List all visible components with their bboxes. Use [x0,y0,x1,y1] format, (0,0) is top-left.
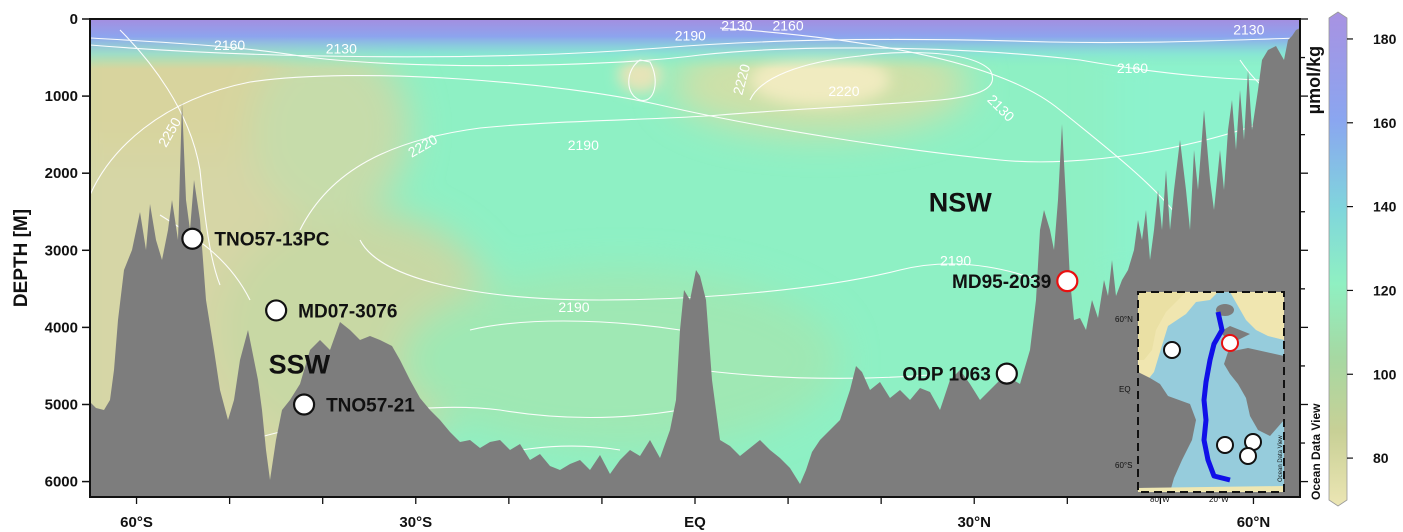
odv-credit: Ocean Data View [1309,403,1323,500]
y-tick-label: 4000 [45,319,78,336]
core-marker [292,393,316,416]
section-field [90,19,1300,497]
colorbar-tick-label: 80 [1373,450,1389,466]
contour-label: 2190 [675,28,706,44]
inset-lat-label: 60°S [1115,461,1132,470]
core-marker [995,362,1018,385]
y-tick-label: 2000 [45,165,78,182]
x-axis: 60°S 30°S EQ 30°N 60°N [120,497,1270,531]
y-tick-label: 0 [70,11,78,28]
x-tick-label: 30°N [957,514,991,531]
core-label: ODP 1063 [902,365,990,386]
y-tick-label: 6000 [45,474,78,491]
contour-label: 2130 [1233,21,1264,37]
core-marker [265,299,288,322]
core-marker [1056,270,1079,293]
y-tick-label: 1000 [45,88,78,105]
contour-label: 2190 [940,253,971,269]
inset-core-marker [1216,436,1234,454]
inset-lon-label: 20°W [1209,495,1229,504]
colorbar-unit: µmol/kg [1304,46,1324,114]
colorbar-tick-label: 140 [1373,199,1397,215]
inset-section-track [1201,311,1231,483]
colorbar: 80 100 120 140 160 180 µmol/kg Ocean Data Vie… [1304,11,1397,507]
contour-label: 2160 [772,18,803,34]
inset-map: 60°N EQ 60°S 80°W 20°W Ocean Data View [1115,291,1285,504]
inset-core-marker [1239,447,1257,465]
core-marker [181,227,204,250]
y-axis: 0 1000 2000 3000 4000 5000 6000 [45,11,90,491]
seafloor-bathymetry [90,28,1300,497]
core-label: MD07-3076 [298,301,397,322]
contour-label: 2160 [214,37,245,53]
y-tick-label: 3000 [45,242,78,259]
core-markers: TNO57-13PC MD07-3076 TNO57-21 ODP 1063 MD95-… [181,227,1079,416]
colorbar-tick-label: 160 [1373,115,1397,131]
inset-core-marker [1163,341,1181,359]
inset-lat-label: EQ [1119,385,1131,394]
contour-label: 2130 [721,18,752,34]
contour-label: 2160 [1117,60,1148,76]
x-tick-label: 60°N [1237,514,1271,531]
colorbar-tick-label: 100 [1373,366,1397,382]
inset-odv-credit: Ocean Data View [1278,435,1284,482]
x-tick-label: EQ [684,514,706,531]
inset-core-marker [1221,334,1239,352]
x-tick-label: 60°S [120,514,153,531]
core-label: TNO57-13PC [214,230,329,251]
contour-label: 2190 [568,137,599,153]
y-tick-label: 5000 [45,396,78,413]
x-tick-label: 30°S [399,514,432,531]
core-label: MD95-2039 [952,272,1051,293]
contour-label: 2130 [326,41,357,57]
water-mass-label: SSW [269,350,331,380]
inset-lat-label: 60°N [1115,315,1133,324]
colorbar-tick-label: 120 [1373,282,1397,298]
contour-label: 2220 [730,62,754,96]
water-mass-label: NSW [929,188,993,218]
right-axis [1300,18,1308,483]
contour-label: 2220 [828,83,859,99]
y-axis-title: DEPTH [M] [11,209,32,307]
core-label: TNO57-21 [326,395,415,416]
water-mass-labels: NSW SSW [269,188,993,380]
colorbar-tick-label: 180 [1373,31,1397,47]
contour-label: 2190 [558,299,589,315]
colorbar-bar [1328,11,1348,507]
